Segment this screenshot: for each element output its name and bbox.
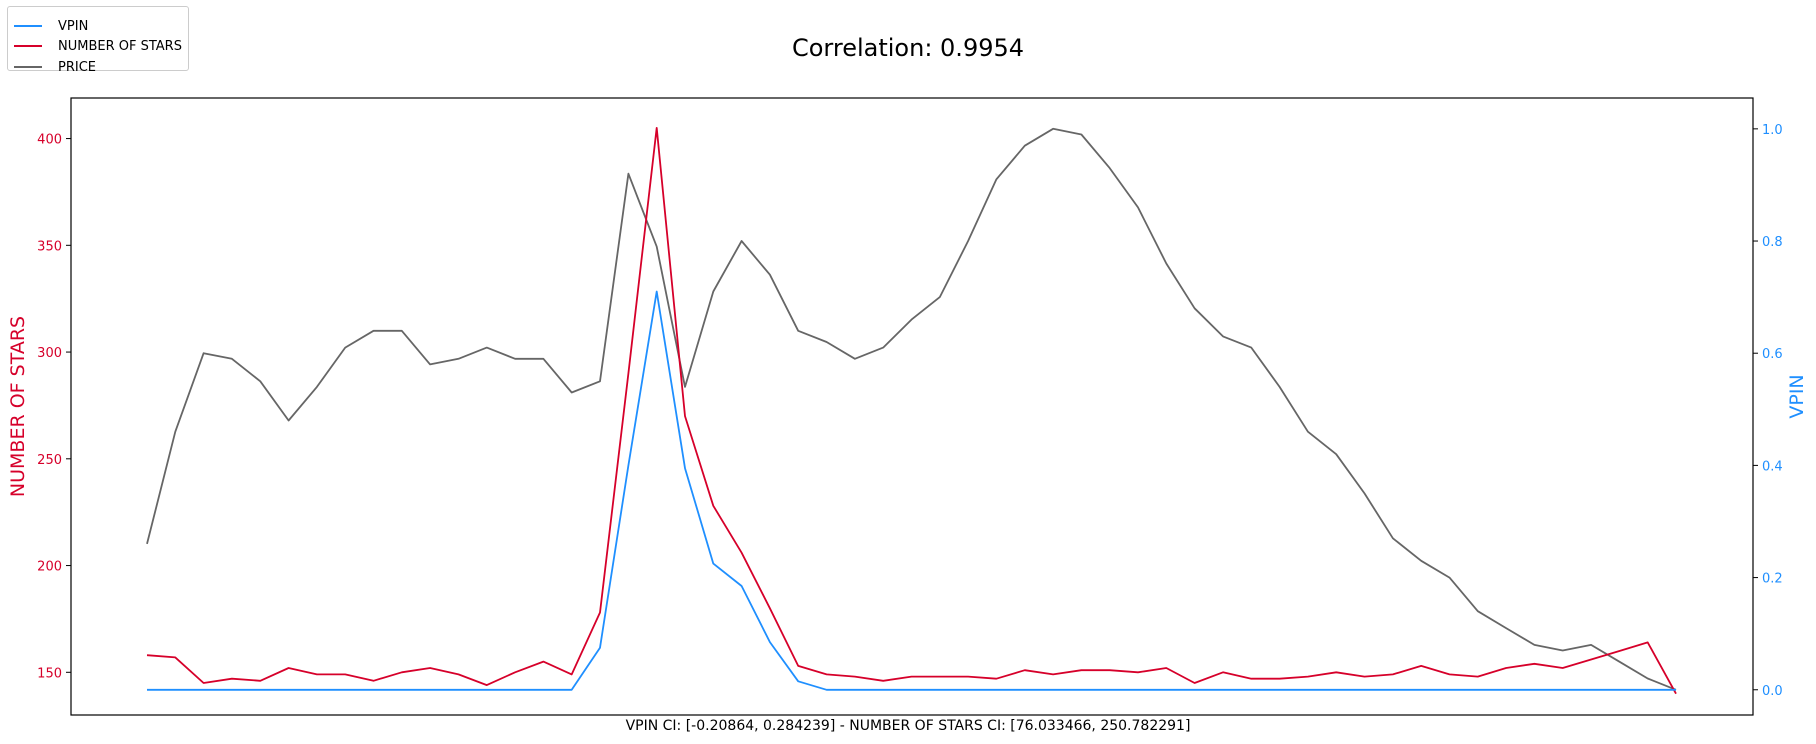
right-tick-label: 1.0 — [1762, 123, 1783, 138]
right-tick-label: 0.0 — [1762, 684, 1783, 699]
series-line-vpin — [147, 290, 1676, 691]
left-tick-label: 200 — [37, 560, 62, 575]
right-y-axis: 0.0 0.2 0.4 0.6 0.8 1.0 — [1753, 123, 1783, 699]
legend-label-price: PRICE — [58, 59, 96, 75]
legend-label-vpin: VPIN — [58, 18, 89, 34]
legend-entry-vpin: VPIN — [14, 17, 88, 35]
series-line-price — [146, 127, 1677, 691]
right-tick-label: 0.2 — [1762, 572, 1783, 587]
chart-title: Correlation: 0.9954 — [791, 34, 1025, 62]
left-y-axis: 150 200 250 300 350 400 — [37, 133, 71, 681]
left-tick-label: 300 — [37, 346, 62, 361]
right-tick-label: 0.8 — [1762, 235, 1783, 250]
left-tick-label: 150 — [37, 666, 62, 681]
legend-swatch-number-of-stars — [14, 45, 42, 47]
left-tick-label: 350 — [37, 239, 62, 254]
series-line-number-of-stars — [146, 127, 1677, 695]
plot-frame — [70, 97, 1754, 716]
left-tick-label: 400 — [37, 133, 62, 148]
legend-label-number-of-stars: NUMBER OF STARS — [58, 38, 182, 54]
left-tick-label: 250 — [37, 453, 62, 468]
legend-entry-price: PRICE — [14, 58, 96, 76]
legend-swatch-vpin — [14, 25, 42, 27]
plot-area — [70, 97, 1754, 716]
right-tick-label: 0.4 — [1762, 459, 1783, 474]
right-axis-label: VPIN — [1786, 374, 1808, 418]
left-axis-label: NUMBER OF STARS — [7, 316, 29, 497]
legend: VPIN NUMBER OF STARS PRICE — [7, 6, 189, 75]
right-tick-label: 0.6 — [1762, 347, 1783, 362]
legend-entry-number-of-stars: NUMBER OF STARS — [14, 37, 182, 55]
confidence-interval-note: VPIN CI: [-0.20864, 0.284239] - NUMBER O… — [625, 718, 1191, 734]
legend-swatch-price — [14, 66, 42, 68]
series-layer — [146, 127, 1677, 695]
